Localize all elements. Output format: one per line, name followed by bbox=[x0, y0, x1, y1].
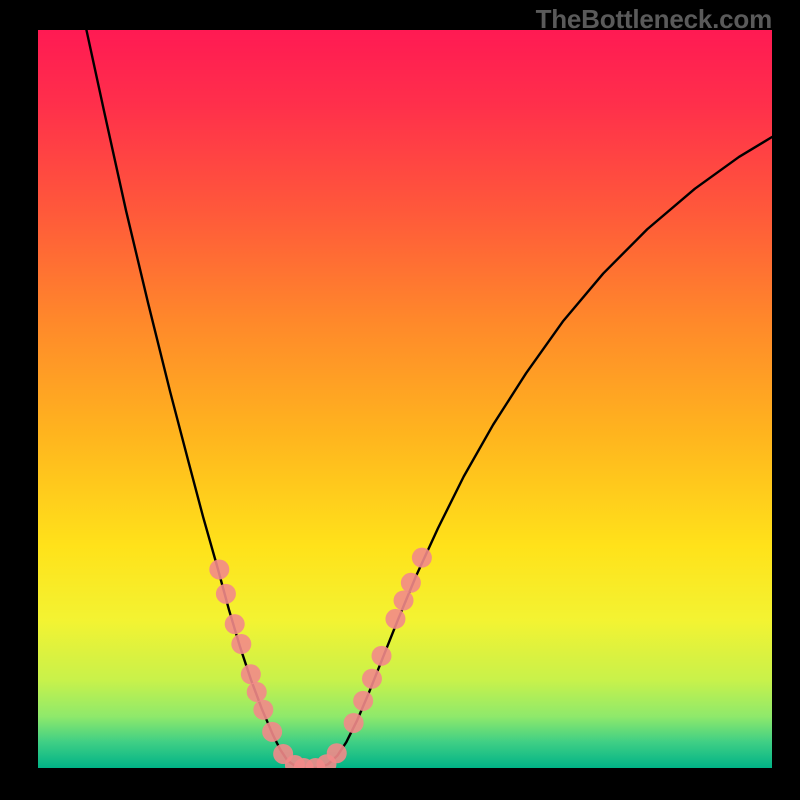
data-point-marker bbox=[247, 682, 267, 702]
data-point-marker bbox=[225, 614, 245, 634]
data-point-marker bbox=[412, 548, 432, 568]
data-point-marker bbox=[362, 669, 382, 689]
data-point-marker bbox=[344, 713, 364, 733]
data-point-marker bbox=[253, 700, 273, 720]
data-point-marker bbox=[262, 722, 282, 742]
chart-svg bbox=[38, 30, 772, 768]
data-point-marker bbox=[209, 559, 229, 579]
data-point-marker bbox=[216, 584, 236, 604]
data-point-marker bbox=[385, 609, 405, 629]
watermark-label: TheBottleneck.com bbox=[536, 4, 772, 35]
gradient-background bbox=[38, 30, 772, 768]
plot-area bbox=[38, 30, 772, 768]
data-point-marker bbox=[353, 691, 373, 711]
data-point-marker bbox=[372, 646, 392, 666]
data-point-marker bbox=[241, 664, 261, 684]
data-point-marker bbox=[394, 590, 414, 610]
data-point-marker bbox=[401, 573, 421, 593]
data-point-marker bbox=[327, 743, 347, 763]
data-point-marker bbox=[231, 634, 251, 654]
